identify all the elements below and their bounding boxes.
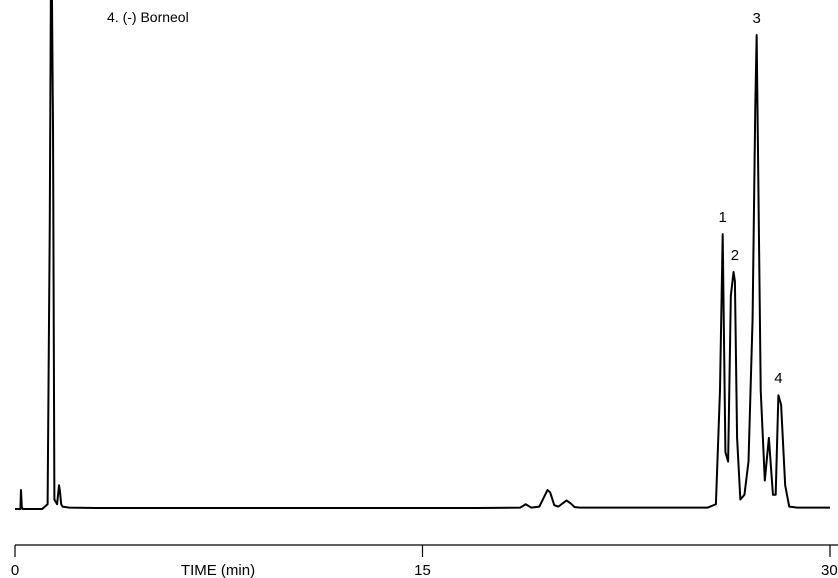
x-tick-label-30: 30 (821, 562, 838, 578)
x-tick-label-15: 15 (414, 562, 431, 578)
peak-label-1: 1 (719, 209, 727, 226)
plot-area (15, 0, 830, 510)
chromatogram-trace-0 (15, 0, 830, 510)
annotation-layer: 1 2 3 4 4. (-) Borneol (107, 9, 783, 387)
x-tick-label-0: 0 (11, 562, 19, 578)
x-axis: 0 15 30 TIME (min) (11, 544, 838, 578)
peak-label-3: 3 (752, 10, 760, 27)
x-axis-title: TIME (min) (181, 562, 255, 578)
peak-label-2: 2 (731, 247, 739, 264)
peak-label-4: 4 (774, 370, 782, 387)
legend-entry-1: 4. (-) Borneol (107, 9, 189, 25)
